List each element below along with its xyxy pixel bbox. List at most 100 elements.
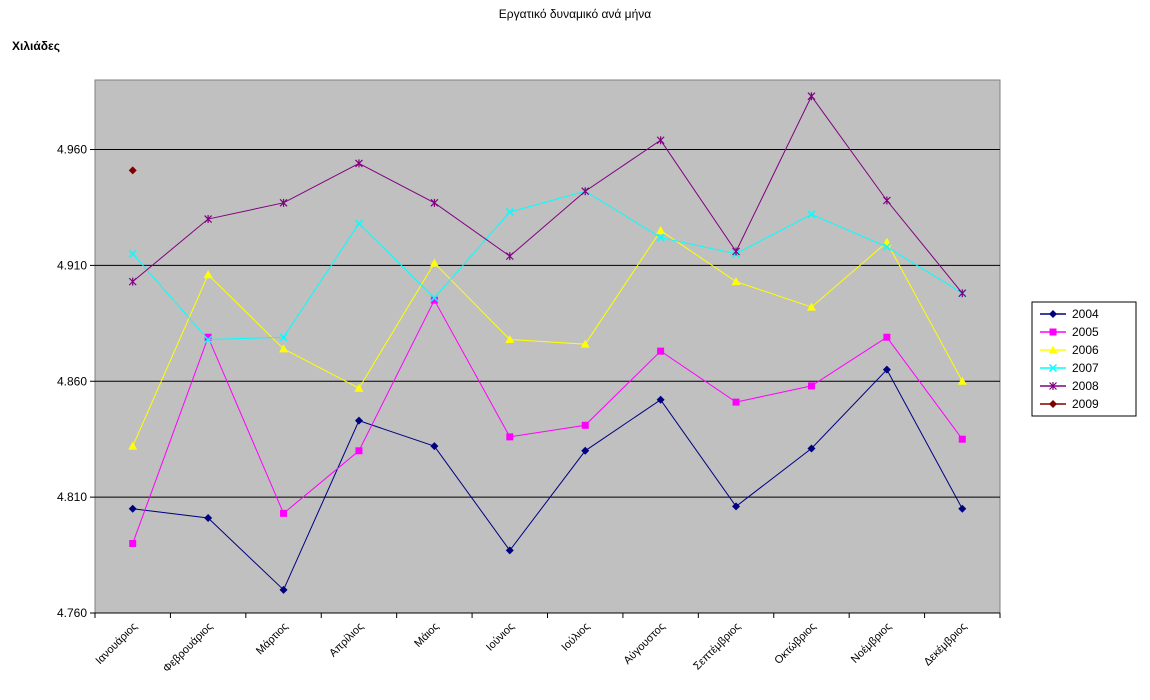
data-point (505, 252, 514, 261)
data-point (580, 339, 590, 348)
data-point (807, 210, 816, 219)
x-tick-label: Ιούνιος (484, 621, 517, 654)
data-point (806, 302, 816, 311)
x-tick-label: Φεβρουάριος (161, 621, 215, 675)
x-tick-label: Ιούλιος (559, 621, 592, 654)
data-point (958, 504, 967, 513)
data-point (354, 219, 363, 228)
data-point (581, 421, 589, 429)
x-tick-label: Ιανουάριος (93, 621, 139, 667)
data-point (129, 539, 137, 547)
gridlines (95, 149, 1000, 498)
data-point (657, 347, 665, 355)
data-point (279, 198, 288, 207)
legend-label: 2009 (1072, 397, 1099, 411)
legend-item: 2004 (1040, 307, 1099, 321)
y-tick-label: 4.910 (57, 258, 87, 272)
legend-label: 2007 (1072, 361, 1099, 375)
data-point (883, 333, 891, 341)
legend-label: 2008 (1072, 379, 1099, 393)
data-point (1049, 328, 1057, 336)
data-point (1049, 310, 1057, 318)
series-2008 (128, 92, 967, 298)
data-point (882, 242, 891, 251)
data-point (204, 215, 213, 224)
y-tick-label: 4.860 (57, 374, 87, 388)
series-lines (128, 92, 967, 594)
data-point (958, 289, 967, 298)
series-2004 (128, 365, 967, 594)
legend: 2004 2005 2006 2007 2008 2009 (1031, 301, 1137, 417)
y-tick-label: 4.810 (57, 490, 87, 504)
x-tick-label: Νοέμβριος (849, 621, 894, 666)
legend-item: 2006 (1040, 343, 1099, 357)
plot-area (94, 79, 1001, 614)
legend-item: 2005 (1040, 325, 1099, 339)
data-point (1049, 382, 1057, 390)
data-point (355, 159, 363, 168)
series-line (132, 229, 963, 447)
data-point (354, 383, 364, 392)
data-point (204, 335, 213, 344)
series-line (132, 95, 963, 294)
data-point (505, 546, 514, 555)
data-point (807, 382, 815, 390)
data-point (958, 435, 966, 443)
data-point (656, 233, 665, 242)
data-point (656, 395, 665, 404)
series-line (132, 190, 963, 341)
y-tick-label: 4.960 (57, 143, 87, 157)
data-point (279, 585, 288, 594)
data-point (732, 247, 740, 256)
data-point (882, 196, 891, 205)
x-tick-label: Μάιος (412, 621, 441, 650)
chart-title: Εργατικό δυναμικό ανά μήνα (499, 7, 651, 21)
data-point (430, 293, 439, 302)
data-point (128, 504, 137, 513)
x-tick-label: Μάρτιος (254, 621, 291, 658)
data-point (957, 376, 967, 385)
data-point (656, 226, 666, 235)
legend-item: 2007 (1040, 361, 1099, 375)
data-point (128, 249, 137, 258)
data-point (732, 398, 740, 406)
data-point (505, 208, 514, 217)
x-tick-label: Δεκέμβριος (922, 621, 970, 669)
data-point (506, 433, 514, 441)
data-point (732, 502, 741, 511)
legend-label: 2004 (1072, 307, 1099, 321)
data-point (203, 270, 213, 279)
series-line (132, 368, 963, 591)
data-point (128, 441, 138, 450)
series-line (132, 299, 963, 544)
data-point (430, 442, 439, 451)
data-point (656, 136, 665, 145)
data-point (430, 296, 438, 304)
data-point (279, 333, 288, 342)
legend-item: 2009 (1040, 397, 1099, 411)
data-point (505, 335, 515, 344)
data-point (280, 509, 288, 517)
x-tick-label: Απρίλιος (327, 621, 366, 660)
y-axis-label: Χιλιάδες (12, 39, 60, 53)
data-point (430, 198, 439, 207)
x-tick-label: Σεπτέμβριος (691, 621, 743, 673)
data-point (355, 447, 363, 455)
data-point (128, 277, 137, 286)
series-2009 (128, 166, 137, 175)
data-point (429, 258, 439, 267)
data-point (731, 277, 741, 286)
x-tick-label: Αύγουστος (622, 621, 668, 667)
data-point (581, 187, 590, 196)
legend-label: 2005 (1072, 325, 1099, 339)
legend-label: 2006 (1072, 343, 1099, 357)
legend-item: 2008 (1040, 379, 1099, 393)
data-point (204, 333, 212, 341)
y-tick-label: 4.760 (57, 606, 87, 620)
x-tick-label: Οκτώβριος (772, 621, 818, 667)
data-point (204, 513, 213, 522)
series-2005 (129, 296, 966, 547)
data-point (354, 416, 363, 425)
